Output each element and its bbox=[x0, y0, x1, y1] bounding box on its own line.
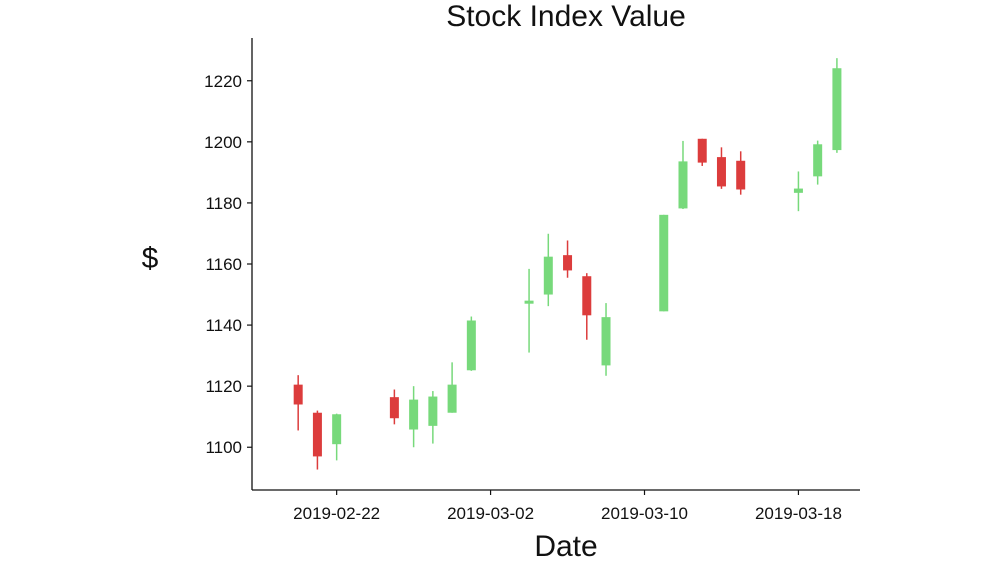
candle-body-up bbox=[832, 68, 842, 151]
y-tick-label: 1200 bbox=[204, 133, 242, 152]
candle-body-up bbox=[447, 384, 457, 413]
y-tick-label: 1180 bbox=[205, 194, 242, 213]
candle-body-up bbox=[659, 214, 669, 312]
y-tick-label: 1160 bbox=[205, 255, 242, 274]
candle-body-up bbox=[466, 320, 476, 371]
y-tick-label: 1120 bbox=[205, 377, 242, 396]
candle-body-down bbox=[389, 397, 399, 419]
x-tick-label: 2019-03-02 bbox=[447, 504, 534, 523]
candle-body-down bbox=[312, 412, 322, 457]
candle-body-up bbox=[678, 161, 688, 209]
candle-body-up bbox=[409, 399, 419, 430]
y-axis-label: $ bbox=[141, 242, 159, 275]
candle-body-down bbox=[293, 384, 303, 405]
y-tick-label: 1140 bbox=[205, 316, 242, 335]
y-tick-label: 1220 bbox=[204, 72, 242, 91]
candle-body-up bbox=[428, 396, 438, 426]
x-axis-label: Date bbox=[534, 530, 598, 563]
candle-body-up bbox=[813, 144, 823, 177]
candle-body-down bbox=[736, 160, 746, 190]
candle-body-up bbox=[332, 414, 342, 445]
candle-body-down bbox=[697, 138, 707, 163]
chart-title: Stock Index Value bbox=[446, 0, 686, 33]
candle-body-down bbox=[582, 276, 592, 316]
candle-body-up bbox=[601, 317, 611, 366]
candle-body-up bbox=[524, 300, 534, 304]
candle-body-down bbox=[716, 157, 726, 187]
candle-body-up bbox=[543, 256, 553, 295]
candle-body-up bbox=[793, 188, 803, 193]
x-tick-label: 2019-03-10 bbox=[601, 504, 688, 523]
y-tick-label: 1100 bbox=[205, 438, 242, 457]
candle-body-down bbox=[563, 255, 573, 271]
x-tick-label: 2019-02-22 bbox=[293, 504, 380, 523]
x-tick-label: 2019-03-18 bbox=[755, 504, 842, 523]
